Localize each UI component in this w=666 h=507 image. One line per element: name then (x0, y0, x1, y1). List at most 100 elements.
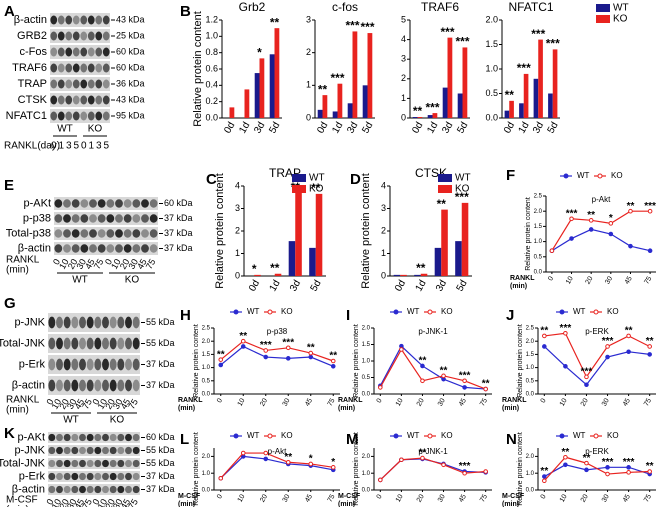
row-label: c-Fos (20, 46, 48, 58)
point (584, 382, 589, 388)
panel-letter: D (350, 171, 361, 188)
bar (432, 113, 438, 118)
row-label: p-JNK (14, 316, 45, 328)
blot-band (102, 63, 110, 73)
point (605, 465, 610, 470)
y-tick-label: 0.6 (205, 63, 218, 73)
significance: ** (270, 15, 280, 29)
legend-swatch (292, 174, 306, 182)
blot-band (87, 15, 95, 25)
lane-label: 75 (126, 397, 140, 411)
point (626, 470, 631, 475)
row-label: Total-JNK (0, 337, 46, 349)
blot-band (102, 79, 110, 89)
legend-marker (427, 433, 433, 439)
x-tick-label: 10 (237, 397, 247, 407)
blot-band (65, 15, 73, 25)
blot-band (48, 358, 56, 371)
blot-band (117, 316, 125, 329)
legend-marker (393, 309, 399, 315)
x-tick-label: 0 (540, 397, 548, 404)
kda-label: 60 kDa (116, 46, 145, 56)
x-tick-label: 0d (247, 278, 262, 293)
blot-band (57, 63, 65, 73)
x-tick-label: 0 (216, 397, 224, 404)
significance: *** (566, 208, 578, 219)
significance: *** (602, 457, 614, 468)
bar (434, 247, 442, 276)
bar (455, 241, 462, 276)
blot-strip (54, 212, 158, 225)
bar (315, 193, 323, 276)
point (378, 385, 383, 390)
blot-band (79, 446, 86, 455)
y-tick-label: 4 (235, 180, 240, 190)
row-label: Total-JNK (0, 457, 46, 469)
y-axis-label: Relative protein content (214, 173, 226, 289)
bar (269, 54, 275, 118)
row-label: TRAF6 (12, 62, 47, 74)
y-axis-label: Relative protein content (193, 324, 200, 398)
legend-label: KO (441, 431, 453, 440)
kda-label: 55 kDa (146, 445, 175, 455)
blot-band (71, 446, 79, 455)
chart-title: p-ERK (585, 447, 609, 456)
y-tick-label: 2 (401, 73, 406, 83)
x-tick-label: 20 (259, 397, 269, 407)
blot-strip (50, 45, 110, 59)
point (584, 460, 589, 466)
blot-band (63, 337, 71, 350)
y-tick-label: 2.5 (534, 194, 543, 200)
x-tick-label: 20 (416, 493, 426, 503)
blot-band (117, 433, 125, 442)
row-label: NFATC1 (6, 110, 47, 122)
significance: ** (419, 448, 427, 459)
significance: *** (260, 340, 272, 351)
blot-band (109, 446, 117, 455)
chart-title: p-JNK-1 (418, 447, 448, 456)
blot-band (80, 111, 88, 121)
significance: ** (627, 201, 635, 212)
lane-label: 3 (96, 141, 102, 152)
blot-band (65, 95, 73, 105)
y-axis-label: Relative protein content (517, 432, 524, 506)
bar (414, 274, 421, 276)
blot-band (72, 79, 80, 89)
point (285, 459, 291, 465)
lane-label: 1 (88, 141, 94, 152)
group-label: WT (57, 124, 73, 135)
point (308, 461, 314, 467)
point (330, 358, 336, 364)
lane-label: 75 (80, 397, 94, 411)
point (569, 216, 574, 222)
blot-band (125, 337, 132, 350)
blot-strip (50, 61, 110, 75)
y-tick-label: 1.5 (485, 39, 498, 49)
point (285, 345, 291, 351)
blot-band (94, 337, 102, 350)
significance: *** (345, 19, 359, 33)
x-tick-label: 0d (502, 120, 517, 135)
x-tick-label: 30 (282, 493, 292, 503)
blot-band (95, 111, 103, 121)
point (563, 330, 568, 336)
point (628, 208, 633, 214)
blot-band (123, 244, 132, 253)
lane-label: 5 (73, 141, 79, 152)
blot-band (132, 433, 140, 442)
blot-band (79, 379, 86, 392)
blot-band (115, 244, 123, 253)
legend-marker (563, 173, 569, 179)
blot-band (65, 63, 73, 73)
blot-band (48, 379, 56, 392)
blot-band (94, 358, 102, 371)
x-tick-label: 5d (309, 278, 324, 293)
lane-label: 30 (65, 397, 79, 411)
x-axis-label: (min) (502, 501, 519, 507)
x-axis-label: (min) (510, 283, 527, 290)
bar (533, 78, 539, 118)
bar (274, 28, 280, 119)
row-label: GRB2 (17, 30, 47, 42)
y-tick-label: 1.0 (526, 365, 535, 371)
blot-band (80, 244, 89, 253)
